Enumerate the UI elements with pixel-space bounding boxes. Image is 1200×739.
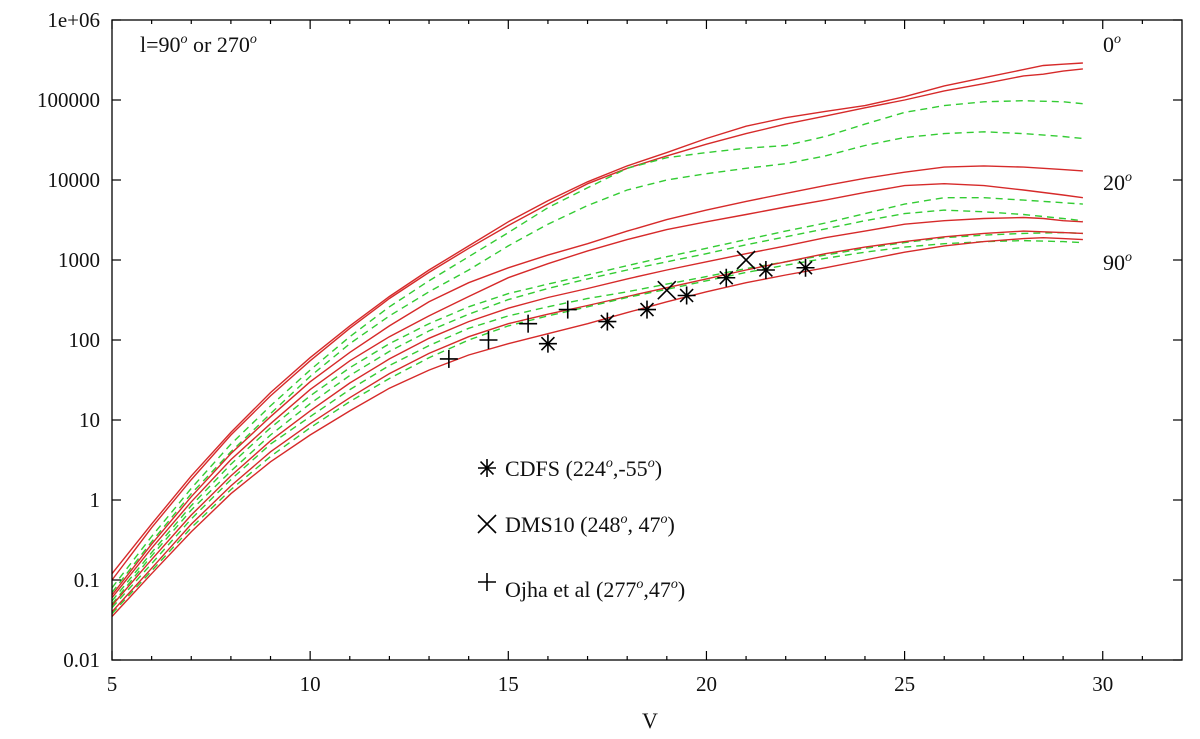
y-tick-label: 0.1 bbox=[74, 568, 100, 592]
legend-symbol-plus bbox=[478, 573, 496, 591]
annotation-longitude: l=90o or 270o bbox=[140, 32, 257, 57]
legend-entry-dms10: DMS10 (248o, 47o) bbox=[477, 512, 675, 537]
y-tick-label: 100 bbox=[69, 328, 101, 352]
legend-entry-cdfs: CDFS (224o,-55o) bbox=[478, 456, 662, 481]
legend-label-dms10: DMS10 (248o, 47o) bbox=[505, 512, 675, 537]
y-tick-label: 0.01 bbox=[63, 648, 100, 672]
x-axis: 5 10 15 20 25 30 bbox=[107, 20, 1143, 696]
x-tick-label: 30 bbox=[1092, 672, 1113, 696]
y-tick-label: 1 bbox=[90, 488, 101, 512]
data-point-cross bbox=[736, 250, 756, 270]
data-point-asterisk bbox=[598, 312, 617, 331]
y-tick-label: 1000 bbox=[58, 248, 100, 272]
model-curve-solid bbox=[111, 165, 1083, 596]
legend-marker-cross bbox=[477, 514, 497, 534]
model-curve-solid bbox=[111, 182, 1083, 599]
legend-label-ojha: Ojha et al (277o,47o) bbox=[505, 577, 685, 602]
x-tick-label: 10 bbox=[300, 672, 321, 696]
data-point-plus bbox=[479, 331, 498, 349]
model-curve-solid bbox=[111, 68, 1083, 581]
y-tick-label: 10 bbox=[79, 408, 100, 432]
data-point-plus bbox=[519, 314, 538, 333]
data-point-plus bbox=[558, 300, 577, 319]
model-curve-solid bbox=[111, 216, 1083, 606]
y-tick-label: 10000 bbox=[48, 168, 101, 192]
y-tick-label: 100000 bbox=[37, 88, 100, 112]
y-axis: 0.01 0.1 1 10 100 1000 10000 100000 1e+06 bbox=[37, 8, 1182, 672]
legend-marker-plus bbox=[478, 573, 496, 591]
model-curve-dashed bbox=[111, 99, 1083, 589]
data-point-asterisk bbox=[538, 334, 557, 353]
data-point-asterisk bbox=[796, 258, 815, 277]
data-point-asterisk bbox=[638, 300, 656, 319]
legend-symbol-asterisk bbox=[478, 459, 496, 477]
data-point-asterisk bbox=[677, 286, 696, 305]
y-tick-label: 1e+06 bbox=[47, 8, 100, 32]
model-curve-dashed bbox=[111, 209, 1083, 605]
legend-entry-ojha: Ojha et al (277o,47o) bbox=[478, 573, 685, 602]
annotation-20-deg: 20o bbox=[1103, 170, 1132, 195]
model-curve-dashed bbox=[111, 231, 1083, 609]
model-curve-dashed bbox=[111, 196, 1083, 602]
x-tick-label: 15 bbox=[498, 672, 519, 696]
model-curves bbox=[111, 62, 1083, 617]
annotation-0-deg: 0o bbox=[1103, 32, 1121, 57]
plot-frame bbox=[111, 19, 1183, 661]
data-point-plus bbox=[439, 349, 458, 368]
legend-marker-asterisk bbox=[478, 459, 496, 477]
model-curve-solid bbox=[111, 62, 1083, 575]
data-point-asterisk bbox=[717, 268, 736, 287]
data-point-cross bbox=[657, 280, 677, 300]
model-curve-solid bbox=[111, 230, 1083, 613]
x-axis-title: V bbox=[642, 708, 658, 733]
model-curve-dashed bbox=[111, 239, 1083, 615]
legend: CDFS (224o,-55o) DMS10 (248o, 47o) Ojha … bbox=[477, 456, 685, 602]
legend-symbol-cross bbox=[477, 514, 497, 534]
x-tick-label: 25 bbox=[894, 672, 915, 696]
data-points bbox=[439, 250, 815, 368]
data-point-asterisk bbox=[756, 260, 775, 279]
model-curve-dashed bbox=[111, 131, 1083, 593]
legend-label-cdfs: CDFS (224o,-55o) bbox=[505, 456, 662, 481]
annotation-90-deg: 90o bbox=[1103, 250, 1132, 275]
model-curve-solid bbox=[111, 236, 1083, 617]
x-tick-label: 20 bbox=[696, 672, 717, 696]
x-tick-label: 5 bbox=[107, 672, 118, 696]
